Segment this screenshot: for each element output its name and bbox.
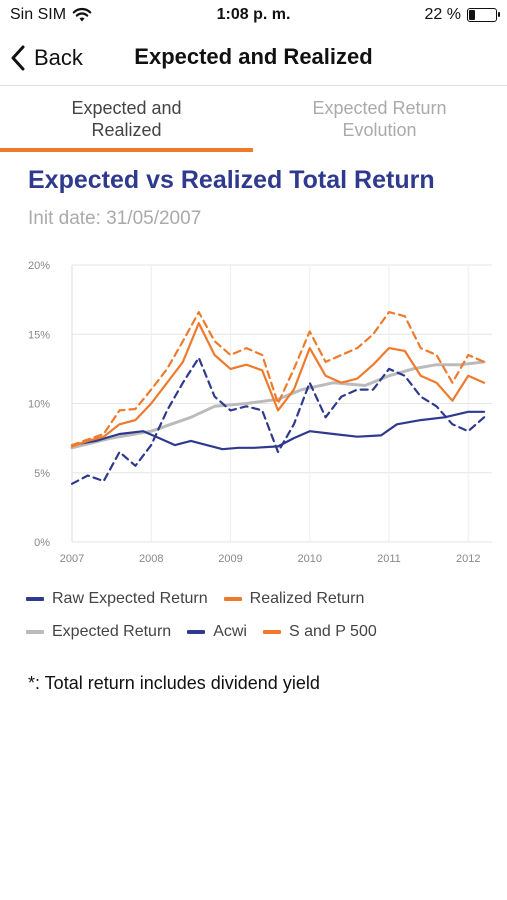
line-chart: 0% 5% 10% 15% 20% 2007 2008 2009 2010 2011 2012 (28, 260, 492, 565)
status-time: 1:08 p. m. (216, 6, 291, 23)
status-left: Sin SIM (10, 6, 92, 24)
tab-expected-return-evolution[interactable]: Expected Return Evolution (253, 87, 506, 153)
legend-swatch (187, 630, 206, 634)
y-tick-label: 10% (28, 399, 50, 411)
x-tick-label: 2011 (377, 553, 401, 565)
chart-title: Expected vs Realized Total Return (28, 166, 435, 194)
legend-label: Expected Return (52, 623, 172, 640)
series-line-raw-expected-return (70, 410, 486, 451)
series-line-expected-return (70, 360, 486, 450)
legend-row: Raw Expected Return Realized Return (26, 586, 496, 612)
legend-item-raw-expected-return: Raw Expected Return (26, 590, 208, 608)
legend-label: Raw Expected Return (52, 590, 208, 607)
init-date: Init date: 31/05/2007 (28, 208, 202, 229)
y-tick-label: 20% (28, 260, 50, 272)
tab-label-line: Expected and (71, 98, 182, 118)
legend-item-expected-return: Expected Return (26, 623, 171, 641)
x-tick-label: 2010 (297, 553, 321, 565)
legend-label: Acwi (213, 623, 247, 640)
battery-fill (469, 10, 475, 20)
legend-swatch (262, 630, 281, 634)
active-tab-indicator (0, 148, 253, 152)
x-tick-label: 2008 (139, 553, 163, 565)
series-line-realized-return (70, 322, 486, 448)
legend-item-acwi: Acwi (187, 623, 247, 641)
legend-item-s-and-p-500: S and P 500 (262, 623, 377, 641)
series-line-acwi (70, 356, 486, 485)
x-tick-label: 2012 (456, 553, 480, 565)
chart-legend: Raw Expected Return Realized Return Expe… (26, 586, 496, 652)
legend-item-realized-return: Realized Return (223, 590, 365, 608)
tab-label-line: Realized (91, 120, 162, 140)
series-line-s-and-p-500 (70, 310, 486, 447)
tab-label-line: Evolution (342, 120, 417, 140)
back-button[interactable]: Back (10, 42, 83, 74)
page-title: Expected and Realized (0, 44, 507, 70)
back-label: Back (34, 45, 83, 70)
status-right: 22 % (424, 6, 500, 24)
wifi-icon (72, 7, 92, 22)
nav-bar: Back Expected and Realized (0, 30, 507, 86)
legend-row: Expected Return Acwi S and P 500 (26, 619, 496, 645)
tab-bar: Expected and Realized Expected Return Ev… (0, 87, 507, 153)
footnote: *: Total return includes dividend yield (28, 673, 320, 693)
legend-swatch (26, 630, 44, 634)
x-tick-label: 2009 (218, 553, 242, 565)
page-title-text: Expected and Realized (134, 44, 373, 69)
x-tick-label: 2007 (60, 553, 84, 565)
tab-label-line: Expected Return (312, 98, 447, 118)
status-bar: Sin SIM 1:08 p. m. 22 % (0, 0, 507, 30)
y-tick-label: 0% (34, 537, 50, 549)
chevron-left-icon (11, 45, 25, 71)
battery-icon (467, 8, 500, 22)
carrier-label: Sin SIM (10, 6, 67, 23)
tab-expected-and-realized[interactable]: Expected and Realized (0, 87, 253, 153)
legend-label: S and P 500 (288, 623, 377, 640)
battery-percent: 22 % (424, 6, 461, 23)
y-tick-label: 15% (28, 329, 50, 341)
legend-swatch (223, 597, 242, 601)
y-tick-label: 5% (34, 468, 50, 480)
legend-label: Realized Return (249, 590, 365, 607)
legend-swatch (26, 597, 44, 601)
